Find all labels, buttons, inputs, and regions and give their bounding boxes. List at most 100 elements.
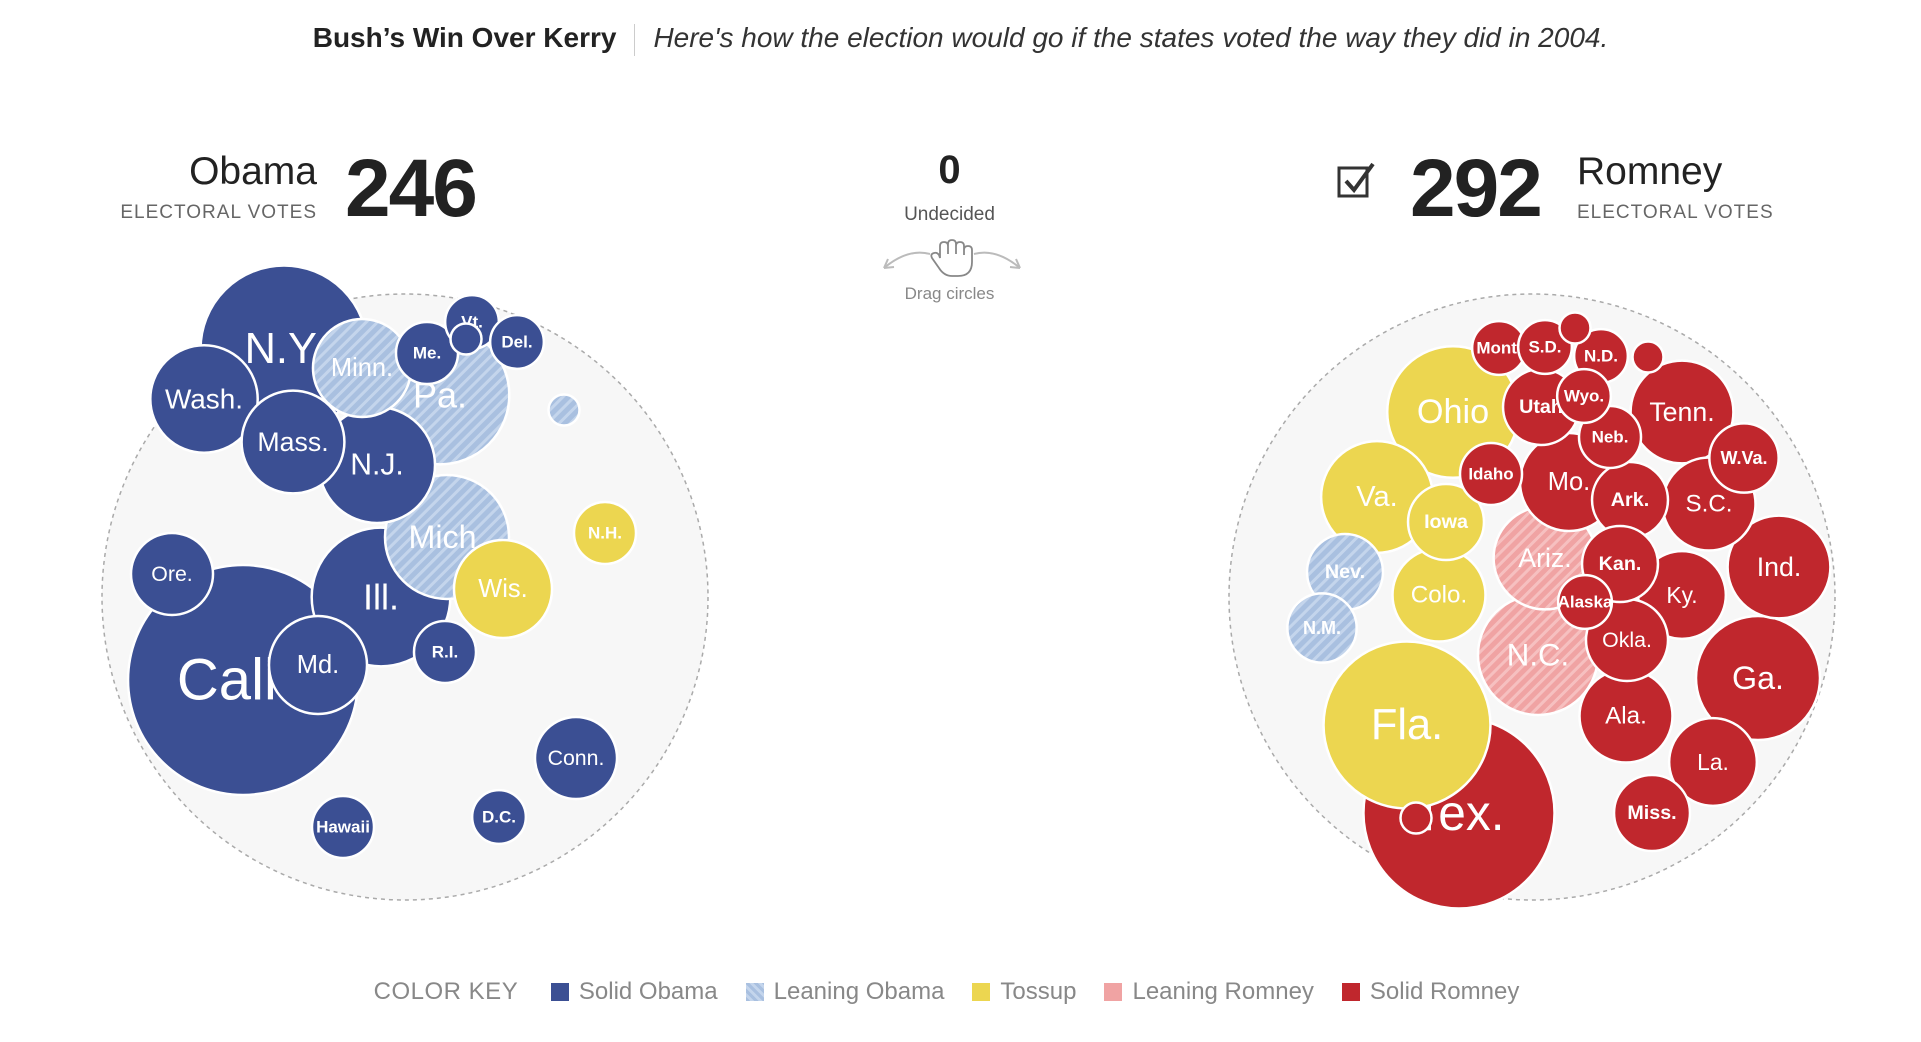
state-bubble-tenn[interactable]: Tenn. bbox=[1629, 359, 1735, 465]
color-key-label: Solid Romney bbox=[1369, 978, 1520, 1005]
state-label: Mont. bbox=[1476, 339, 1521, 358]
state-bubble-wyo[interactable]: Wyo. bbox=[1555, 367, 1613, 425]
state-circle[interactable] bbox=[1708, 422, 1780, 494]
color-key-title: COLOR KEY bbox=[373, 978, 519, 1005]
state-circle[interactable] bbox=[1555, 367, 1613, 425]
state-bubble-iowa[interactable]: Iowa bbox=[1406, 482, 1486, 562]
state-bubble-nm[interactable]: N.M. bbox=[1286, 592, 1358, 664]
state-bubble-md[interactable]: Md. bbox=[267, 614, 369, 716]
state-circle[interactable] bbox=[1631, 340, 1665, 374]
state-label: Okla. bbox=[1602, 628, 1652, 652]
state-circle[interactable] bbox=[412, 619, 478, 685]
state-circle[interactable] bbox=[149, 344, 259, 454]
state-circle[interactable] bbox=[240, 389, 346, 495]
state-bubble-me[interactable]: Me. bbox=[394, 320, 460, 386]
state-bubble-miss[interactable]: Miss. bbox=[1612, 773, 1692, 853]
state-label: Ohio bbox=[1417, 393, 1489, 431]
state-bubble-ri[interactable]: R.I. bbox=[412, 619, 478, 685]
state-circle[interactable] bbox=[1694, 614, 1822, 742]
color-swatch bbox=[745, 983, 764, 1001]
state-bubble-idaho[interactable]: Idaho bbox=[1458, 441, 1524, 507]
color-key-item-leaning-obama: Leaning Obama bbox=[745, 978, 945, 1006]
state-bubble-wis[interactable]: Wis. bbox=[452, 538, 554, 640]
state-circle[interactable] bbox=[488, 313, 546, 371]
state-label: Alaska bbox=[1558, 593, 1613, 612]
state-bubble-la[interactable]: La. bbox=[1667, 716, 1759, 808]
state-bubble-small-32[interactable] bbox=[1558, 311, 1592, 345]
state-bubble-wva[interactable]: W.Va. bbox=[1708, 422, 1780, 494]
state-label: Ind. bbox=[1757, 552, 1802, 582]
state-circle[interactable] bbox=[1629, 359, 1735, 465]
state-bubble-mont[interactable]: Mont. bbox=[1470, 319, 1528, 377]
state-bubble-fla[interactable]: Fla. bbox=[1322, 640, 1492, 810]
color-key-label: Solid Obama bbox=[578, 978, 718, 1005]
state-label: Ariz. bbox=[1518, 543, 1571, 573]
state-bubble-ala[interactable]: Ala. bbox=[1578, 668, 1674, 764]
state-label: N.M. bbox=[1303, 618, 1341, 638]
state-label: N.D. bbox=[1584, 347, 1618, 366]
state-label: W.Va. bbox=[1720, 448, 1767, 468]
state-label: Mo. bbox=[1548, 468, 1590, 496]
state-bubble-del[interactable]: Del. bbox=[488, 313, 546, 371]
state-bubble-sd[interactable]: S.D. bbox=[1516, 318, 1574, 376]
state-bubble-hawaii[interactable]: Hawaii bbox=[310, 794, 376, 860]
state-bubble-small-20[interactable] bbox=[547, 393, 581, 427]
checkbox-checked-icon bbox=[1337, 162, 1375, 198]
page-title: Bush’s Win Over Kerry bbox=[312, 22, 617, 53]
state-label: Neb. bbox=[1592, 428, 1629, 447]
color-swatch bbox=[550, 983, 569, 1001]
state-bubble-ga[interactable]: Ga. bbox=[1694, 614, 1822, 742]
undecided-label: Undecided bbox=[904, 204, 995, 225]
state-bubble-small-33[interactable] bbox=[1631, 340, 1665, 374]
obama-name: Obama bbox=[189, 150, 317, 193]
state-circle[interactable] bbox=[1458, 441, 1524, 507]
color-key-item-tossup: Tossup bbox=[972, 978, 1076, 1006]
state-circle[interactable] bbox=[547, 393, 581, 427]
state-circle[interactable] bbox=[452, 538, 554, 640]
color-key-label: Leaning Obama bbox=[773, 978, 945, 1005]
state-bubble-alaska[interactable]: Alaska bbox=[1556, 573, 1614, 631]
color-key-item-solid-obama: Solid Obama bbox=[550, 978, 718, 1006]
undecided-count: 0 bbox=[938, 148, 961, 192]
obama-ev-label: ELECTORAL VOTES bbox=[120, 202, 317, 223]
state-label: Kan. bbox=[1599, 553, 1642, 575]
state-bubble-small-31[interactable] bbox=[1399, 801, 1433, 835]
state-bubble-minn[interactable]: Minn. bbox=[311, 317, 413, 419]
state-circle[interactable] bbox=[1406, 482, 1486, 562]
state-label: N.J. bbox=[350, 449, 404, 482]
state-circle[interactable] bbox=[129, 531, 215, 617]
state-circle[interactable] bbox=[267, 614, 369, 716]
obama-states-arena: Calif. N.Y. Ill. Pa. Mich. N.J. Wash. Mass. Md. M… bbox=[100, 264, 710, 902]
state-label: Mass. bbox=[257, 427, 328, 457]
state-label: Me. bbox=[413, 344, 441, 363]
state-circle[interactable] bbox=[533, 715, 619, 801]
state-circle[interactable] bbox=[1558, 311, 1592, 345]
state-circle[interactable] bbox=[1667, 716, 1759, 808]
state-bubble-wash[interactable]: Wash. bbox=[149, 344, 259, 454]
state-circle[interactable] bbox=[1286, 592, 1358, 664]
state-circle[interactable] bbox=[470, 788, 528, 846]
state-bubble-conn[interactable]: Conn. bbox=[533, 715, 619, 801]
state-circle[interactable] bbox=[1399, 801, 1433, 835]
state-bubble-nh[interactable]: N.H. bbox=[572, 500, 638, 566]
color-swatch bbox=[1104, 983, 1123, 1001]
state-circle[interactable] bbox=[1726, 514, 1832, 620]
state-circle[interactable] bbox=[572, 500, 638, 566]
state-label: R.I. bbox=[432, 643, 458, 662]
state-bubble-colo[interactable]: Colo. bbox=[1391, 547, 1487, 643]
state-bubble-nev[interactable]: Nev. bbox=[1305, 532, 1385, 612]
state-circle[interactable] bbox=[1612, 773, 1692, 853]
state-bubble-mass[interactable]: Mass. bbox=[240, 389, 346, 495]
state-circle[interactable] bbox=[1516, 318, 1574, 376]
state-bubble-ind[interactable]: Ind. bbox=[1726, 514, 1832, 620]
state-bubble-small-21[interactable] bbox=[449, 322, 483, 356]
state-circle[interactable] bbox=[310, 794, 376, 860]
state-bubble-dc[interactable]: D.C. bbox=[470, 788, 528, 846]
state-label: Ore. bbox=[151, 562, 192, 586]
state-circle[interactable] bbox=[1556, 573, 1614, 631]
state-circle[interactable] bbox=[449, 322, 483, 356]
state-label: Minn. bbox=[331, 354, 393, 382]
state-bubble-ore[interactable]: Ore. bbox=[129, 531, 215, 617]
state-bubble-okla[interactable]: Okla. bbox=[1584, 597, 1670, 683]
state-bubble-ark[interactable]: Ark. bbox=[1590, 460, 1670, 540]
